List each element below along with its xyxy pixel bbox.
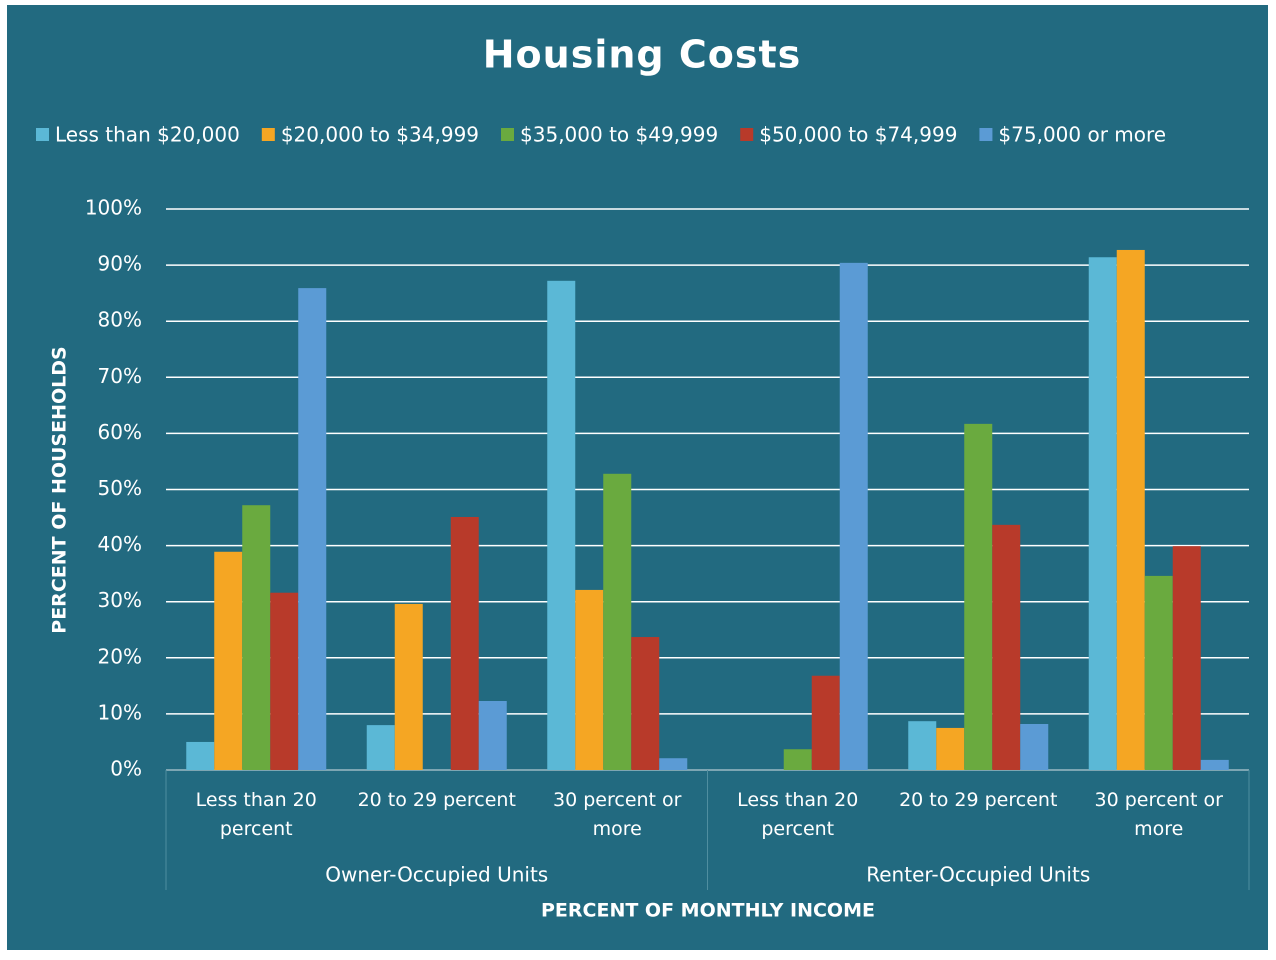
bar bbox=[242, 505, 271, 770]
y-tick-label: 60% bbox=[98, 420, 142, 444]
bar bbox=[186, 741, 215, 770]
bar bbox=[1088, 257, 1117, 771]
y-tick-label: 20% bbox=[98, 644, 142, 668]
x-tick-label: 20 to 29 percent bbox=[357, 789, 516, 811]
group-label: Renter-Occupied Units bbox=[866, 863, 1090, 887]
bar bbox=[659, 758, 688, 770]
legend-label: $75,000 or more bbox=[998, 123, 1166, 147]
bar bbox=[1020, 723, 1049, 770]
legend-swatch bbox=[36, 128, 49, 141]
bar bbox=[478, 700, 507, 770]
bar bbox=[366, 725, 395, 770]
bar bbox=[270, 592, 299, 770]
bar bbox=[964, 423, 993, 770]
bar bbox=[839, 262, 868, 770]
chart-background bbox=[7, 5, 1268, 950]
x-axis-label: PERCENT OF MONTHLY INCOME bbox=[541, 900, 875, 922]
bar bbox=[214, 551, 243, 770]
y-tick-label: 30% bbox=[98, 588, 142, 612]
bar bbox=[936, 727, 965, 770]
legend-label: $35,000 to $49,999 bbox=[520, 123, 718, 147]
bar bbox=[1200, 759, 1229, 770]
x-tick-label: 30 percent or more bbox=[1094, 789, 1223, 840]
legend-label: Less than $20,000 bbox=[55, 123, 240, 147]
bar bbox=[783, 749, 812, 770]
y-tick-label: 70% bbox=[98, 364, 142, 388]
y-axis-label: PERCENT OF HOUSEHOLDS bbox=[49, 346, 71, 633]
y-tick-label: 80% bbox=[98, 308, 142, 332]
y-tick-label: 10% bbox=[98, 700, 142, 724]
y-tick-label: 50% bbox=[98, 476, 142, 500]
bar bbox=[575, 589, 604, 770]
x-tick-label: 30 percent or more bbox=[553, 789, 682, 840]
legend-swatch bbox=[979, 128, 993, 141]
bar bbox=[1144, 575, 1173, 770]
bar bbox=[603, 473, 632, 770]
x-tick-label: 20 to 29 percent bbox=[899, 789, 1058, 811]
y-tick-label: 40% bbox=[98, 532, 142, 556]
bar bbox=[992, 524, 1021, 770]
y-tick-label: 90% bbox=[98, 252, 142, 276]
x-tick-label: Less than 20 percent bbox=[737, 789, 859, 840]
legend-label: $20,000 to $34,999 bbox=[281, 123, 479, 147]
bar bbox=[298, 288, 327, 770]
bar bbox=[1116, 249, 1145, 770]
bar bbox=[394, 603, 423, 770]
bar bbox=[908, 721, 937, 770]
bar bbox=[547, 280, 576, 770]
legend-swatch bbox=[261, 128, 275, 141]
legend-label: $50,000 to $74,999 bbox=[759, 123, 957, 147]
legend-swatch bbox=[740, 128, 754, 141]
bar bbox=[450, 516, 479, 770]
chart-title: Housing Costs bbox=[483, 33, 801, 77]
legend-swatch bbox=[501, 128, 515, 141]
y-tick-label: 0% bbox=[110, 757, 142, 781]
bar bbox=[1172, 546, 1201, 770]
bar bbox=[631, 637, 660, 770]
group-label: Owner-Occupied Units bbox=[325, 863, 548, 887]
bar bbox=[811, 675, 840, 770]
y-tick-label: 100% bbox=[85, 196, 142, 220]
x-tick-label: Less than 20 percent bbox=[195, 789, 317, 840]
